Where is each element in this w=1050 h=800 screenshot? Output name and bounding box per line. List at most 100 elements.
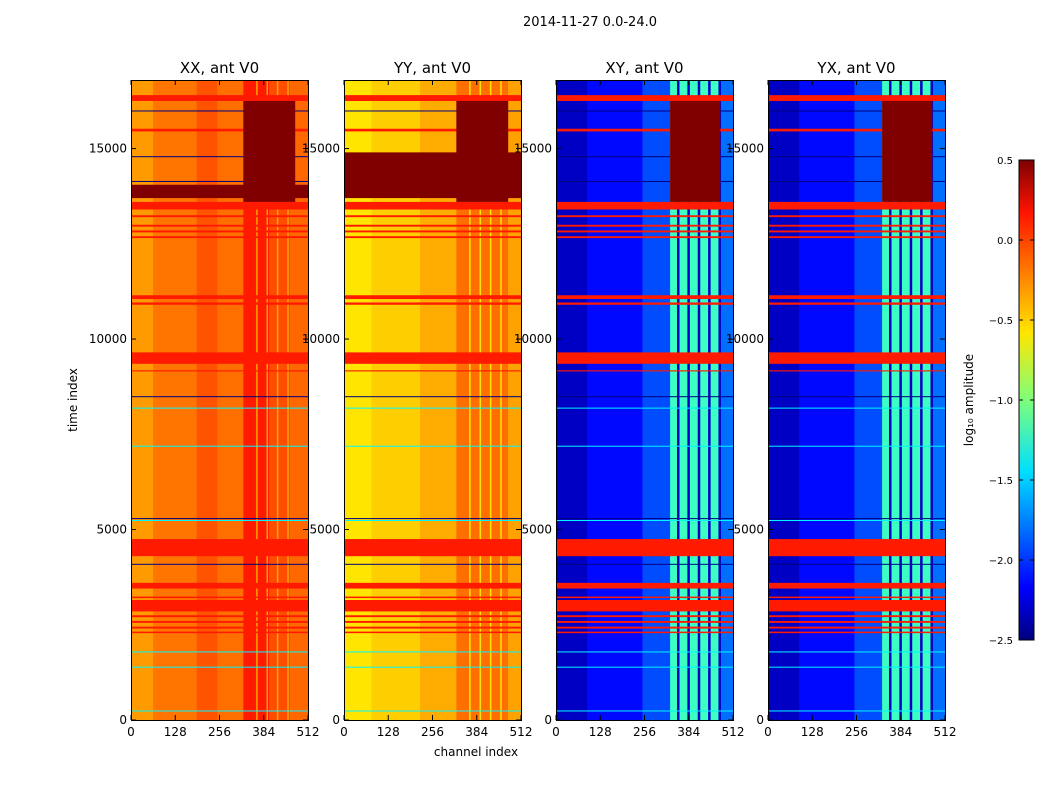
time-line — [344, 666, 521, 668]
figure-title: 2014-11-27 0.0-24.0 — [523, 15, 657, 30]
channel-gap — [500, 80, 502, 720]
time-line — [344, 396, 521, 398]
time-line — [768, 518, 945, 520]
time-line — [768, 563, 945, 565]
panel-4: YX, ant V0 0 128 256 384 512 0 5000 10000 15000 — [726, 59, 957, 739]
x-tick-label: 128 — [377, 725, 400, 739]
flagged-band — [344, 539, 521, 557]
flagged-band — [131, 128, 308, 132]
time-line — [344, 518, 521, 520]
time-line — [131, 110, 308, 112]
column-band — [799, 80, 855, 720]
column-band — [290, 80, 308, 720]
flagged-band — [768, 230, 945, 233]
flagged-band — [768, 626, 945, 629]
flagged-band — [131, 95, 308, 101]
time-line — [131, 156, 308, 158]
x-tick-label: 0 — [340, 725, 348, 739]
x-tick-label: 128 — [589, 725, 612, 739]
time-line — [768, 445, 945, 447]
flagged-band — [344, 370, 521, 372]
channel-gap — [920, 80, 923, 720]
column-band — [153, 80, 197, 720]
flagged-band — [768, 236, 945, 239]
saturated-block — [882, 99, 933, 202]
y-tick-label: 15000 — [302, 142, 340, 156]
column-band — [269, 80, 291, 720]
column-band — [642, 80, 671, 720]
y-tick-label: 10000 — [726, 332, 764, 346]
saturated-block — [456, 99, 509, 202]
time-line — [556, 520, 733, 521]
x-tick-label: 384 — [889, 725, 912, 739]
y-tick-label: 5000 — [96, 523, 127, 537]
time-line — [768, 156, 945, 158]
flagged-band — [556, 620, 733, 623]
flagged-band — [768, 615, 945, 618]
channel-gap — [479, 80, 482, 720]
flagged-band — [768, 128, 945, 132]
time-line — [556, 445, 733, 447]
x-tick-label: 0 — [127, 725, 135, 739]
channel-gap — [888, 80, 892, 720]
y-tick-label: 10000 — [514, 332, 552, 346]
flagged-band — [556, 539, 733, 557]
flagged-band — [768, 352, 945, 364]
y-tick-label: 5000 — [309, 523, 340, 537]
column-band — [932, 80, 945, 720]
flagged-band — [768, 95, 945, 101]
flagged-band — [768, 620, 945, 623]
flagged-band — [556, 215, 733, 218]
x-tick-label: 256 — [845, 725, 868, 739]
time-line — [131, 666, 308, 668]
flagged-band — [556, 626, 733, 629]
time-line — [556, 156, 733, 158]
time-line — [344, 520, 521, 521]
flagged-band — [556, 370, 733, 372]
flagged-band — [768, 215, 945, 218]
flagged-band — [556, 352, 733, 364]
flagged-band — [768, 295, 945, 300]
panel-3: XY, ant V0 0 128 256 384 512 0 5000 10000 15000 — [514, 59, 745, 739]
channel-gap — [676, 80, 680, 720]
flagged-band — [344, 230, 521, 233]
flagged-band — [131, 215, 308, 218]
heatmap-image — [131, 80, 308, 720]
flagged-band — [131, 230, 308, 233]
time-line — [131, 445, 308, 447]
time-line — [131, 518, 308, 520]
time-line — [556, 110, 733, 112]
colorbar-tick-label: −0.5 — [989, 316, 1013, 327]
column-band — [217, 80, 244, 720]
time-line — [131, 180, 308, 182]
flagged-band — [131, 615, 308, 618]
time-line — [768, 407, 945, 409]
flagged-band — [556, 201, 733, 210]
flagged-band — [556, 631, 733, 634]
x-tick-label: 512 — [297, 725, 320, 739]
flagged-band — [344, 295, 521, 300]
time-line — [768, 710, 945, 712]
flagged-band — [556, 596, 733, 599]
colorbar-tick-label: −1.0 — [989, 396, 1013, 407]
heatmap-image — [344, 80, 521, 720]
x-tick-label: 512 — [934, 725, 957, 739]
saturated-block — [243, 99, 296, 202]
time-line — [556, 396, 733, 398]
flagged-band — [768, 224, 945, 227]
x-tick-label: 384 — [677, 725, 700, 739]
channel-gap — [708, 80, 711, 720]
time-line — [131, 407, 308, 409]
flagged-band — [131, 620, 308, 623]
channel-gap — [287, 80, 289, 720]
y-tick-label: 15000 — [514, 142, 552, 156]
x-tick-label: 256 — [208, 725, 231, 739]
y-tick-label: 5000 — [733, 523, 764, 537]
colorbar-tick-label: −2.0 — [989, 556, 1013, 567]
y-tick-label: 15000 — [726, 142, 764, 156]
y-tick-label: 15000 — [89, 142, 127, 156]
flagged-band — [344, 600, 521, 612]
x-tick-label: 384 — [252, 725, 275, 739]
time-line — [556, 651, 733, 653]
colorbar-tick-label: 0.5 — [997, 156, 1013, 167]
